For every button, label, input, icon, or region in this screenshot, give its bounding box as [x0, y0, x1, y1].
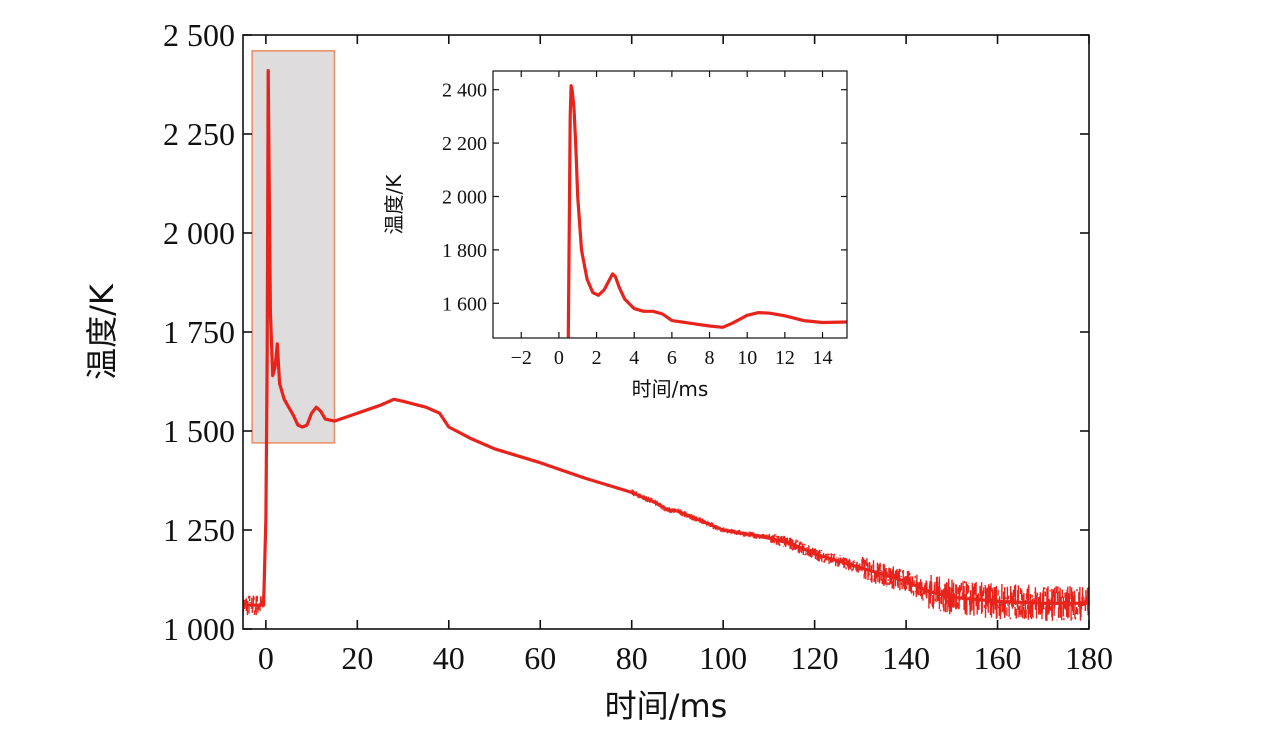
inset-x-axis: −2 0 2 4 6 8 10 12 14: [511, 71, 833, 369]
x-tick-label: 20: [341, 640, 373, 676]
y-tick-label: 1 000: [163, 611, 235, 647]
x-tick-label: −2: [511, 347, 532, 369]
x-tick-label: 10: [737, 347, 757, 369]
x-tick-label: 6: [667, 347, 677, 369]
x-tick-label: 160: [974, 640, 1022, 676]
inset-plot-frame: [492, 70, 848, 339]
y-tick-label: 1 750: [163, 314, 235, 350]
x-tick-label: 12: [775, 347, 795, 369]
y-tick-label: 1 600: [442, 293, 487, 315]
x-tick-label: 14: [813, 347, 833, 369]
x-tick-label: 2: [592, 347, 602, 369]
highlight-region: [251, 50, 336, 444]
y-tick-label: 1 500: [163, 413, 235, 449]
y-tick-label: 2 500: [163, 17, 235, 53]
x-tick-label: 120: [791, 640, 839, 676]
x-tick-label: 60: [524, 640, 556, 676]
main-y-axis-title: 温度/K: [83, 283, 121, 380]
y-tick-label: 2 250: [163, 116, 235, 152]
y-tick-label: 2 200: [442, 133, 487, 155]
inset-x-axis-title: 时间/ms: [632, 377, 709, 401]
x-tick-label: 0: [554, 347, 564, 369]
x-tick-label: 140: [882, 640, 930, 676]
x-tick-label: 0: [258, 640, 274, 676]
main-x-axis-title: 时间/ms: [605, 687, 728, 725]
x-tick-label: 8: [705, 347, 715, 369]
inset-background: [493, 71, 847, 338]
x-tick-label: 40: [433, 640, 465, 676]
main-x-axis: 0 20 40 60 80 100 120 140 160 180: [258, 35, 1113, 676]
main-y-axis: 1 000 1 250 1 500 1 750 2 000 2 250 2 500: [163, 17, 1089, 647]
x-tick-label: 180: [1065, 640, 1113, 676]
x-tick-label: 100: [699, 640, 747, 676]
y-tick-label: 2 000: [442, 186, 487, 208]
x-tick-label: 80: [616, 640, 648, 676]
inset-y-axis-title: 温度/K: [382, 174, 406, 235]
inset-y-axis: 1 600 1 800 2 000 2 200 2 400: [442, 80, 847, 315]
main-series-line: [243, 69, 1089, 607]
y-tick-label: 2 000: [163, 215, 235, 251]
y-tick-label: 2 400: [442, 80, 487, 102]
y-tick-label: 1 250: [163, 512, 235, 548]
y-tick-label: 1 800: [442, 240, 487, 262]
inset-series-line: [566, 84, 847, 338]
x-tick-label: 4: [629, 347, 639, 369]
